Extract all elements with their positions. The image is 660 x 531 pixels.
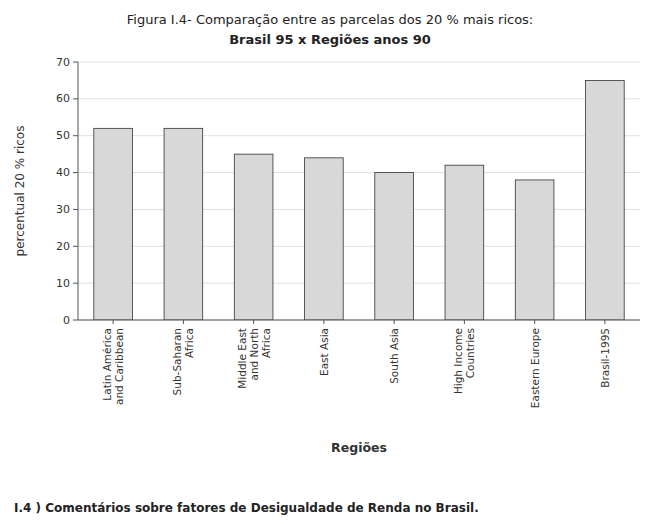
y-tick-label: 30	[56, 203, 70, 216]
y-tick	[73, 320, 78, 321]
y-tick	[73, 135, 78, 136]
y-tick-label: 70	[56, 56, 70, 69]
x-tick	[113, 320, 114, 324]
title: Figura I.4- Comparação entre as parcelas…	[127, 12, 534, 27]
y-tick-label: 20	[56, 240, 70, 253]
x-axis	[78, 320, 640, 321]
bar	[305, 158, 344, 320]
grid-line	[78, 172, 640, 173]
grid-line	[78, 62, 640, 63]
y-tick	[73, 209, 78, 210]
x-tick-label: Latin Américaand Caribbean	[101, 328, 125, 405]
grid-line	[78, 246, 640, 247]
grid-line	[78, 135, 640, 136]
y-tick-label: 0	[63, 314, 70, 327]
bar	[164, 128, 203, 320]
x-tick	[464, 320, 465, 324]
y-tick-label: 50	[56, 129, 70, 142]
grid	[78, 62, 640, 320]
y-tick	[73, 172, 78, 173]
y-tick-label: 40	[56, 166, 70, 179]
x-tick	[394, 320, 395, 324]
y-tick-label: 60	[56, 92, 70, 105]
x-tick	[323, 320, 324, 324]
y-tick-label: 10	[56, 277, 70, 290]
y-tick	[73, 246, 78, 247]
y-axis	[78, 62, 79, 320]
grid-line	[78, 320, 640, 321]
subtitle: Brasil 95 x Regiões anos 90	[229, 32, 431, 47]
y-tick	[73, 98, 78, 99]
x-tick	[183, 320, 184, 324]
grid-line	[78, 98, 640, 99]
bar	[234, 154, 273, 320]
x-tick	[604, 320, 605, 324]
x-axis-label: Regiões	[331, 440, 387, 455]
x-tick	[253, 320, 254, 324]
bar	[375, 173, 414, 320]
x-tick-label: East Asia	[318, 328, 330, 376]
bar	[94, 128, 133, 320]
grid-line	[78, 283, 640, 284]
y-tick	[73, 62, 78, 63]
bars	[94, 80, 624, 320]
y-tick	[73, 283, 78, 284]
bar	[515, 180, 554, 320]
y-axis-label: percentual 20 % ricos	[13, 126, 27, 257]
chart: 0 10 20 30 40 50 60 70 Latin Américaand Caribbea…	[0, 0, 660, 531]
x-tick-label: South Asia	[388, 328, 400, 384]
chart-container: 0 10 20 30 40 50 60 70 Latin Américaand Caribbea…	[0, 0, 660, 531]
annotation: I.4 ) Comentários sobre fatores de Desig…	[14, 501, 479, 515]
x-tick-label: Middle Eastand NorthAfrica	[236, 328, 272, 389]
grid-line	[78, 209, 640, 210]
x-tick-label: High IncomeCountries	[452, 328, 476, 394]
x-tick-label: Brasil-1995	[599, 328, 611, 388]
x-tick-label: Sub-SaharanAfrica	[171, 328, 195, 395]
bar	[586, 80, 625, 320]
x-tick	[534, 320, 535, 324]
bar	[445, 165, 484, 320]
x-tick-label: Eastern Europe	[529, 328, 541, 408]
